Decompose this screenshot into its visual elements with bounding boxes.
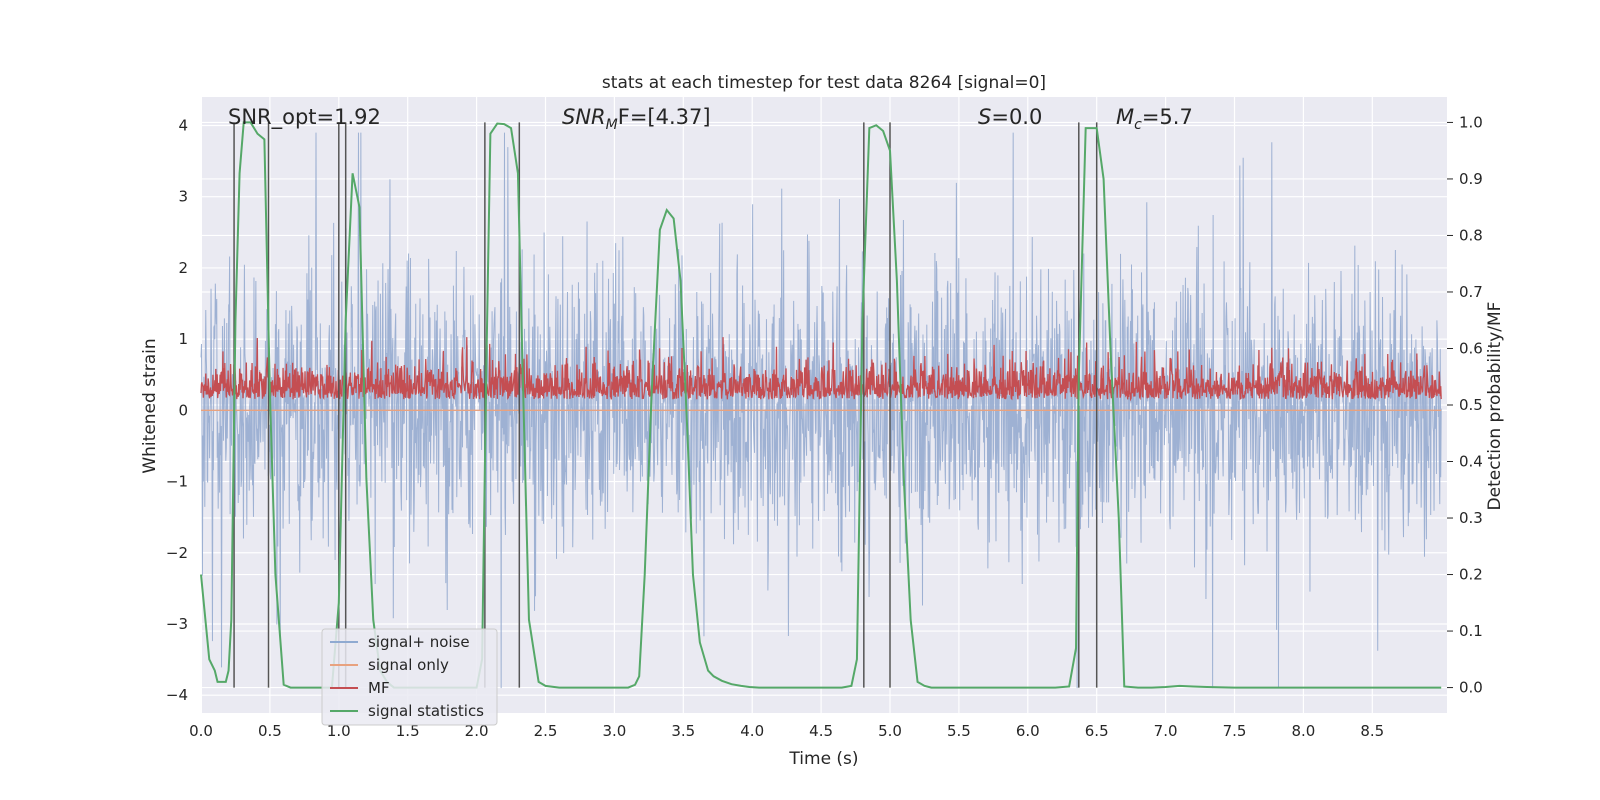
y-axis-right-label: Detection probability/MF xyxy=(1485,302,1505,511)
annotation-s-rest: =0.0 xyxy=(991,105,1042,129)
legend-label-signal-only: signal only xyxy=(368,656,449,674)
y-right-tick-label: 0.7 xyxy=(1459,283,1483,301)
signal-noise-line xyxy=(200,132,1442,689)
legend-label-signal-noise: signal+ noise xyxy=(368,633,470,651)
y-right-tick-label: 0.4 xyxy=(1459,453,1483,471)
y-right-tick-label: 0.8 xyxy=(1459,226,1483,244)
y-right-tick-label: 0.3 xyxy=(1459,509,1483,527)
y-right-tick-label: 1.0 xyxy=(1459,113,1483,131)
y-right-tick-label: 0.6 xyxy=(1459,339,1483,357)
y-tick-label: 1 xyxy=(178,330,188,348)
y-tick-label: 3 xyxy=(178,188,188,206)
legend-label-mf: MF xyxy=(368,679,390,697)
y-axis-label: Whitened strain xyxy=(140,338,160,473)
annotation-mc-sub: c xyxy=(1134,117,1142,133)
annotation-snr-opt: SNR_opt=1.92 xyxy=(228,105,381,130)
annotation-s-main: S xyxy=(978,105,991,129)
y-tick-label: 2 xyxy=(178,259,188,277)
annotation-mc: Mc=5.7 xyxy=(1116,105,1193,133)
annotation-snr-mf: SNRMF=[4.37] xyxy=(562,105,711,133)
y-tick-label: 0 xyxy=(178,401,188,419)
x-tick-label: 5.5 xyxy=(947,722,971,740)
x-tick-label: 6.0 xyxy=(1016,722,1040,740)
y-tick-label: 4 xyxy=(178,116,188,134)
x-tick-label: 5.0 xyxy=(878,722,902,740)
y-right-tick-label: 0.5 xyxy=(1459,396,1483,414)
x-tick-label: 1.5 xyxy=(396,722,420,740)
y-tick-label: −3 xyxy=(166,615,188,633)
y-tick-label: −1 xyxy=(166,473,188,491)
x-tick-label: 1.0 xyxy=(327,722,351,740)
x-tick-label: 0.0 xyxy=(189,722,213,740)
x-tick-label: 3.0 xyxy=(602,722,626,740)
x-tick-label: 2.5 xyxy=(534,722,558,740)
y-tick-label: −2 xyxy=(166,544,188,562)
annotation-mc-rest: =5.7 xyxy=(1142,105,1193,129)
signal-statistics-line xyxy=(200,121,1442,689)
legend: signal+ noise signal only MF signal stat… xyxy=(321,628,498,726)
x-tick-label: 2.0 xyxy=(465,722,489,740)
annotation-snr-mf-rest: F=[4.37] xyxy=(618,105,711,129)
y-axis-right-ticks: 0.0 0.1 0.2 0.3 0.4 0.5 0.6 0.7 0.8 0.9 1.0 xyxy=(1447,113,1483,697)
x-tick-label: 4.5 xyxy=(809,722,833,740)
x-axis-label: Time (s) xyxy=(788,749,858,769)
annotation-mc-main: M xyxy=(1116,105,1134,129)
x-tick-label: 0.5 xyxy=(258,722,282,740)
annotation-s: S=0.0 xyxy=(978,105,1042,129)
annotation-snr-mf-sub: M xyxy=(606,117,618,133)
signal-statistics-series xyxy=(200,121,1442,689)
x-tick-label: 6.5 xyxy=(1085,722,1109,740)
x-tick-label: 8.5 xyxy=(1360,722,1384,740)
x-tick-label: 7.0 xyxy=(1154,722,1178,740)
y-right-tick-label: 0.2 xyxy=(1459,566,1483,584)
x-axis-ticks: 0.0 0.5 1.0 1.5 2.0 2.5 3.0 3.5 4.0 4.5 5.0 5.5 6.0 6… xyxy=(189,722,1384,740)
mf-line xyxy=(200,337,1442,402)
x-tick-label: 7.5 xyxy=(1223,722,1247,740)
y-right-tick-label: 0.0 xyxy=(1459,679,1483,697)
x-tick-label: 4.0 xyxy=(740,722,764,740)
x-tick-label: 8.0 xyxy=(1291,722,1315,740)
y-right-tick-label: 0.9 xyxy=(1459,170,1483,188)
legend-box xyxy=(321,628,498,726)
chart-title: stats at each timestep for test data 826… xyxy=(602,73,1046,93)
y-axis-ticks: −4 −3 −2 −1 0 1 2 3 4 xyxy=(166,116,188,704)
annotation-snr-mf-main: SNR xyxy=(562,105,606,129)
legend-label-signal-statistics: signal statistics xyxy=(368,702,484,720)
signal-noise-series xyxy=(200,132,1442,689)
mf-series xyxy=(200,337,1442,402)
y-tick-label: −4 xyxy=(166,686,188,704)
x-tick-label: 3.5 xyxy=(671,722,695,740)
y-right-tick-label: 0.1 xyxy=(1459,622,1483,640)
